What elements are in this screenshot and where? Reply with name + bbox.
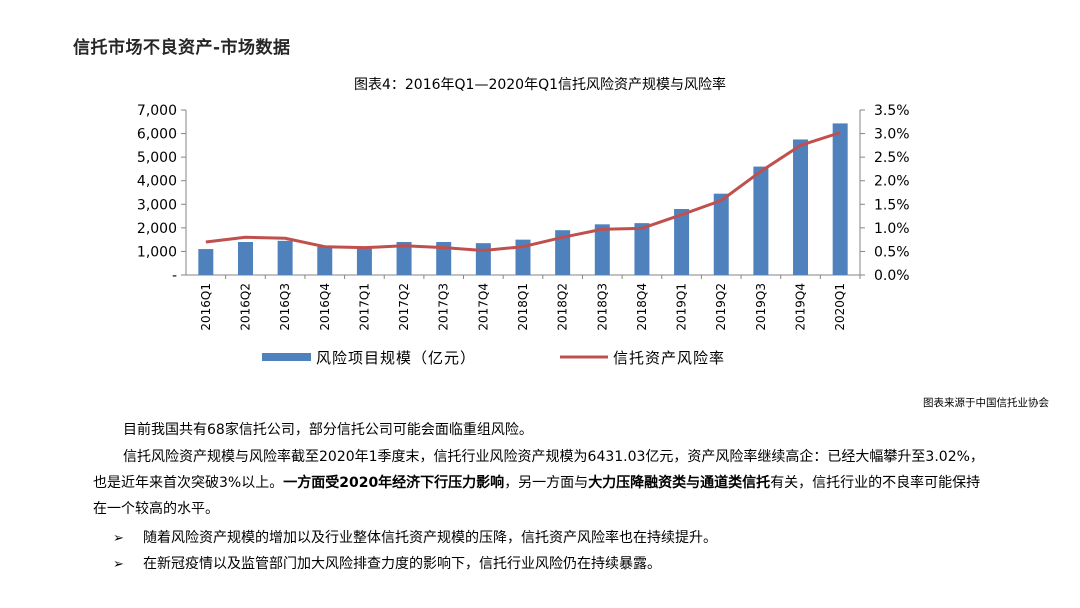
- bar: [475, 243, 491, 275]
- bar: [555, 230, 571, 275]
- source-note: 图表来源于中国信托业协会: [923, 397, 1049, 409]
- x-tick-label: 2017Q4: [476, 283, 490, 331]
- bar: [317, 246, 333, 275]
- bar: [436, 242, 452, 275]
- bullet-text: 随着风险资产规模的增加以及行业整体信托资产规模的压降，信托资产风险率也在持续提升…: [143, 530, 717, 546]
- bar: [753, 166, 769, 275]
- bar: [277, 240, 293, 275]
- bar: [237, 242, 253, 275]
- x-tick-label: 2017Q3: [437, 283, 451, 331]
- y-left-tick-label: 4,000: [137, 174, 177, 190]
- x-tick-label: 2016Q1: [199, 283, 213, 331]
- y-left-tick-label: 6,000: [137, 127, 177, 143]
- legend-bar-swatch: [262, 353, 311, 361]
- combo-chart: - 1,000 2,000 3,000 4,000 5,000 6,000 7,000 0.0%…: [137, 103, 910, 367]
- x-tick-label: 2020Q1: [833, 283, 847, 331]
- page-title: 信托市场不良资产-市场数据: [73, 38, 291, 58]
- bar: [713, 193, 729, 275]
- x-tick-label: 2018Q3: [595, 283, 609, 331]
- y-left-tick-label: -: [172, 268, 177, 284]
- paragraph-risk-text: 信托风险资产规模与风险率截至2020年1季度末，信托行业风险资产规模为6431.…: [93, 449, 984, 491]
- y-right-tick-label: 0.5%: [874, 244, 910, 260]
- x-tick-label: 2018Q1: [516, 283, 530, 331]
- y-left-tick-label: 7,000: [137, 103, 177, 119]
- paragraph-risk-mid: ，另一方面与: [504, 475, 589, 491]
- y-right-tick-label: 2.5%: [874, 150, 910, 166]
- x-tick-label: 2019Q3: [754, 283, 768, 331]
- paragraph-company-count: 目前我国共有68家信托公司，部分信托公司可能会面临重组风险。: [123, 422, 533, 438]
- bar: [832, 123, 848, 275]
- y-right-tick-label: 3.5%: [874, 103, 910, 119]
- chart-title: 图表4：2016年Q1—2020年Q1信托风险资产规模与风险率: [353, 77, 727, 93]
- legend-line-label: 信托资产风险率: [613, 349, 725, 367]
- bar: [356, 247, 372, 275]
- arrow-bullet-icon: ➢: [113, 531, 124, 546]
- paragraph-risk-emph-3: 大力压降融资类与通道类信托: [588, 475, 771, 491]
- bullet-text: 在新冠疫情以及监管部门加大风险排查力度的影响下，信托行业风险仍在持续暴露。: [143, 556, 661, 572]
- y-left-tick-label: 3,000: [137, 197, 177, 213]
- arrow-bullet-icon: ➢: [113, 557, 124, 572]
- x-tick-label: 2017Q1: [357, 283, 371, 331]
- legend-bar-label: 风险项目规模（亿元）: [316, 349, 476, 367]
- y-left-tick-label: 1,000: [137, 244, 177, 260]
- x-tick-label: 2016Q4: [318, 283, 332, 331]
- y-right-tick-label: 2.0%: [874, 174, 910, 190]
- bar: [674, 209, 690, 275]
- bar: [634, 223, 650, 275]
- paragraph-risk-tail: 有关，信托行业的不良率可能保持在一个较高的水平。: [93, 475, 981, 517]
- y-right-tick-label: 0.0%: [874, 268, 910, 284]
- bar: [198, 249, 214, 275]
- bullet-item: ➢ 随着风险资产规模的增加以及行业整体信托资产规模的压降，信托资产风险率也在持续提…: [113, 527, 717, 550]
- paragraph-risk-analysis: 信托风险资产规模与风险率截至2020年1季度末，信托行业风险资产规模为6431.…: [93, 444, 993, 522]
- x-tick-label: 2017Q2: [397, 283, 411, 331]
- bar: [396, 242, 412, 275]
- x-tick-label: 2018Q4: [635, 283, 649, 331]
- x-tick-label: 2019Q2: [714, 283, 728, 331]
- risk-rate-line: [205, 131, 841, 252]
- y-right-tick-label: 3.0%: [874, 127, 910, 143]
- x-tick-label: 2019Q1: [675, 283, 689, 331]
- paragraph-risk-emph-1: 一方面受: [283, 475, 340, 491]
- x-tick-label: 2019Q4: [794, 283, 808, 331]
- x-tick-label: 2016Q3: [278, 283, 292, 331]
- x-tick-label: 2018Q2: [556, 283, 570, 331]
- x-tick-label: 2016Q2: [238, 283, 252, 331]
- y-right-tick-label: 1.0%: [874, 221, 910, 237]
- y-left-tick-label: 5,000: [137, 150, 177, 166]
- bullet-item: ➢ 在新冠疫情以及监管部门加大风险排查力度的影响下，信托行业风险仍在持续暴露。: [113, 553, 661, 576]
- paragraph-risk-emph-2: 2020年经济下行压力影响: [339, 475, 505, 491]
- bar: [793, 139, 809, 275]
- bar: [594, 224, 610, 275]
- y-left-tick-label: 2,000: [137, 221, 177, 237]
- y-right-tick-label: 1.5%: [874, 197, 910, 213]
